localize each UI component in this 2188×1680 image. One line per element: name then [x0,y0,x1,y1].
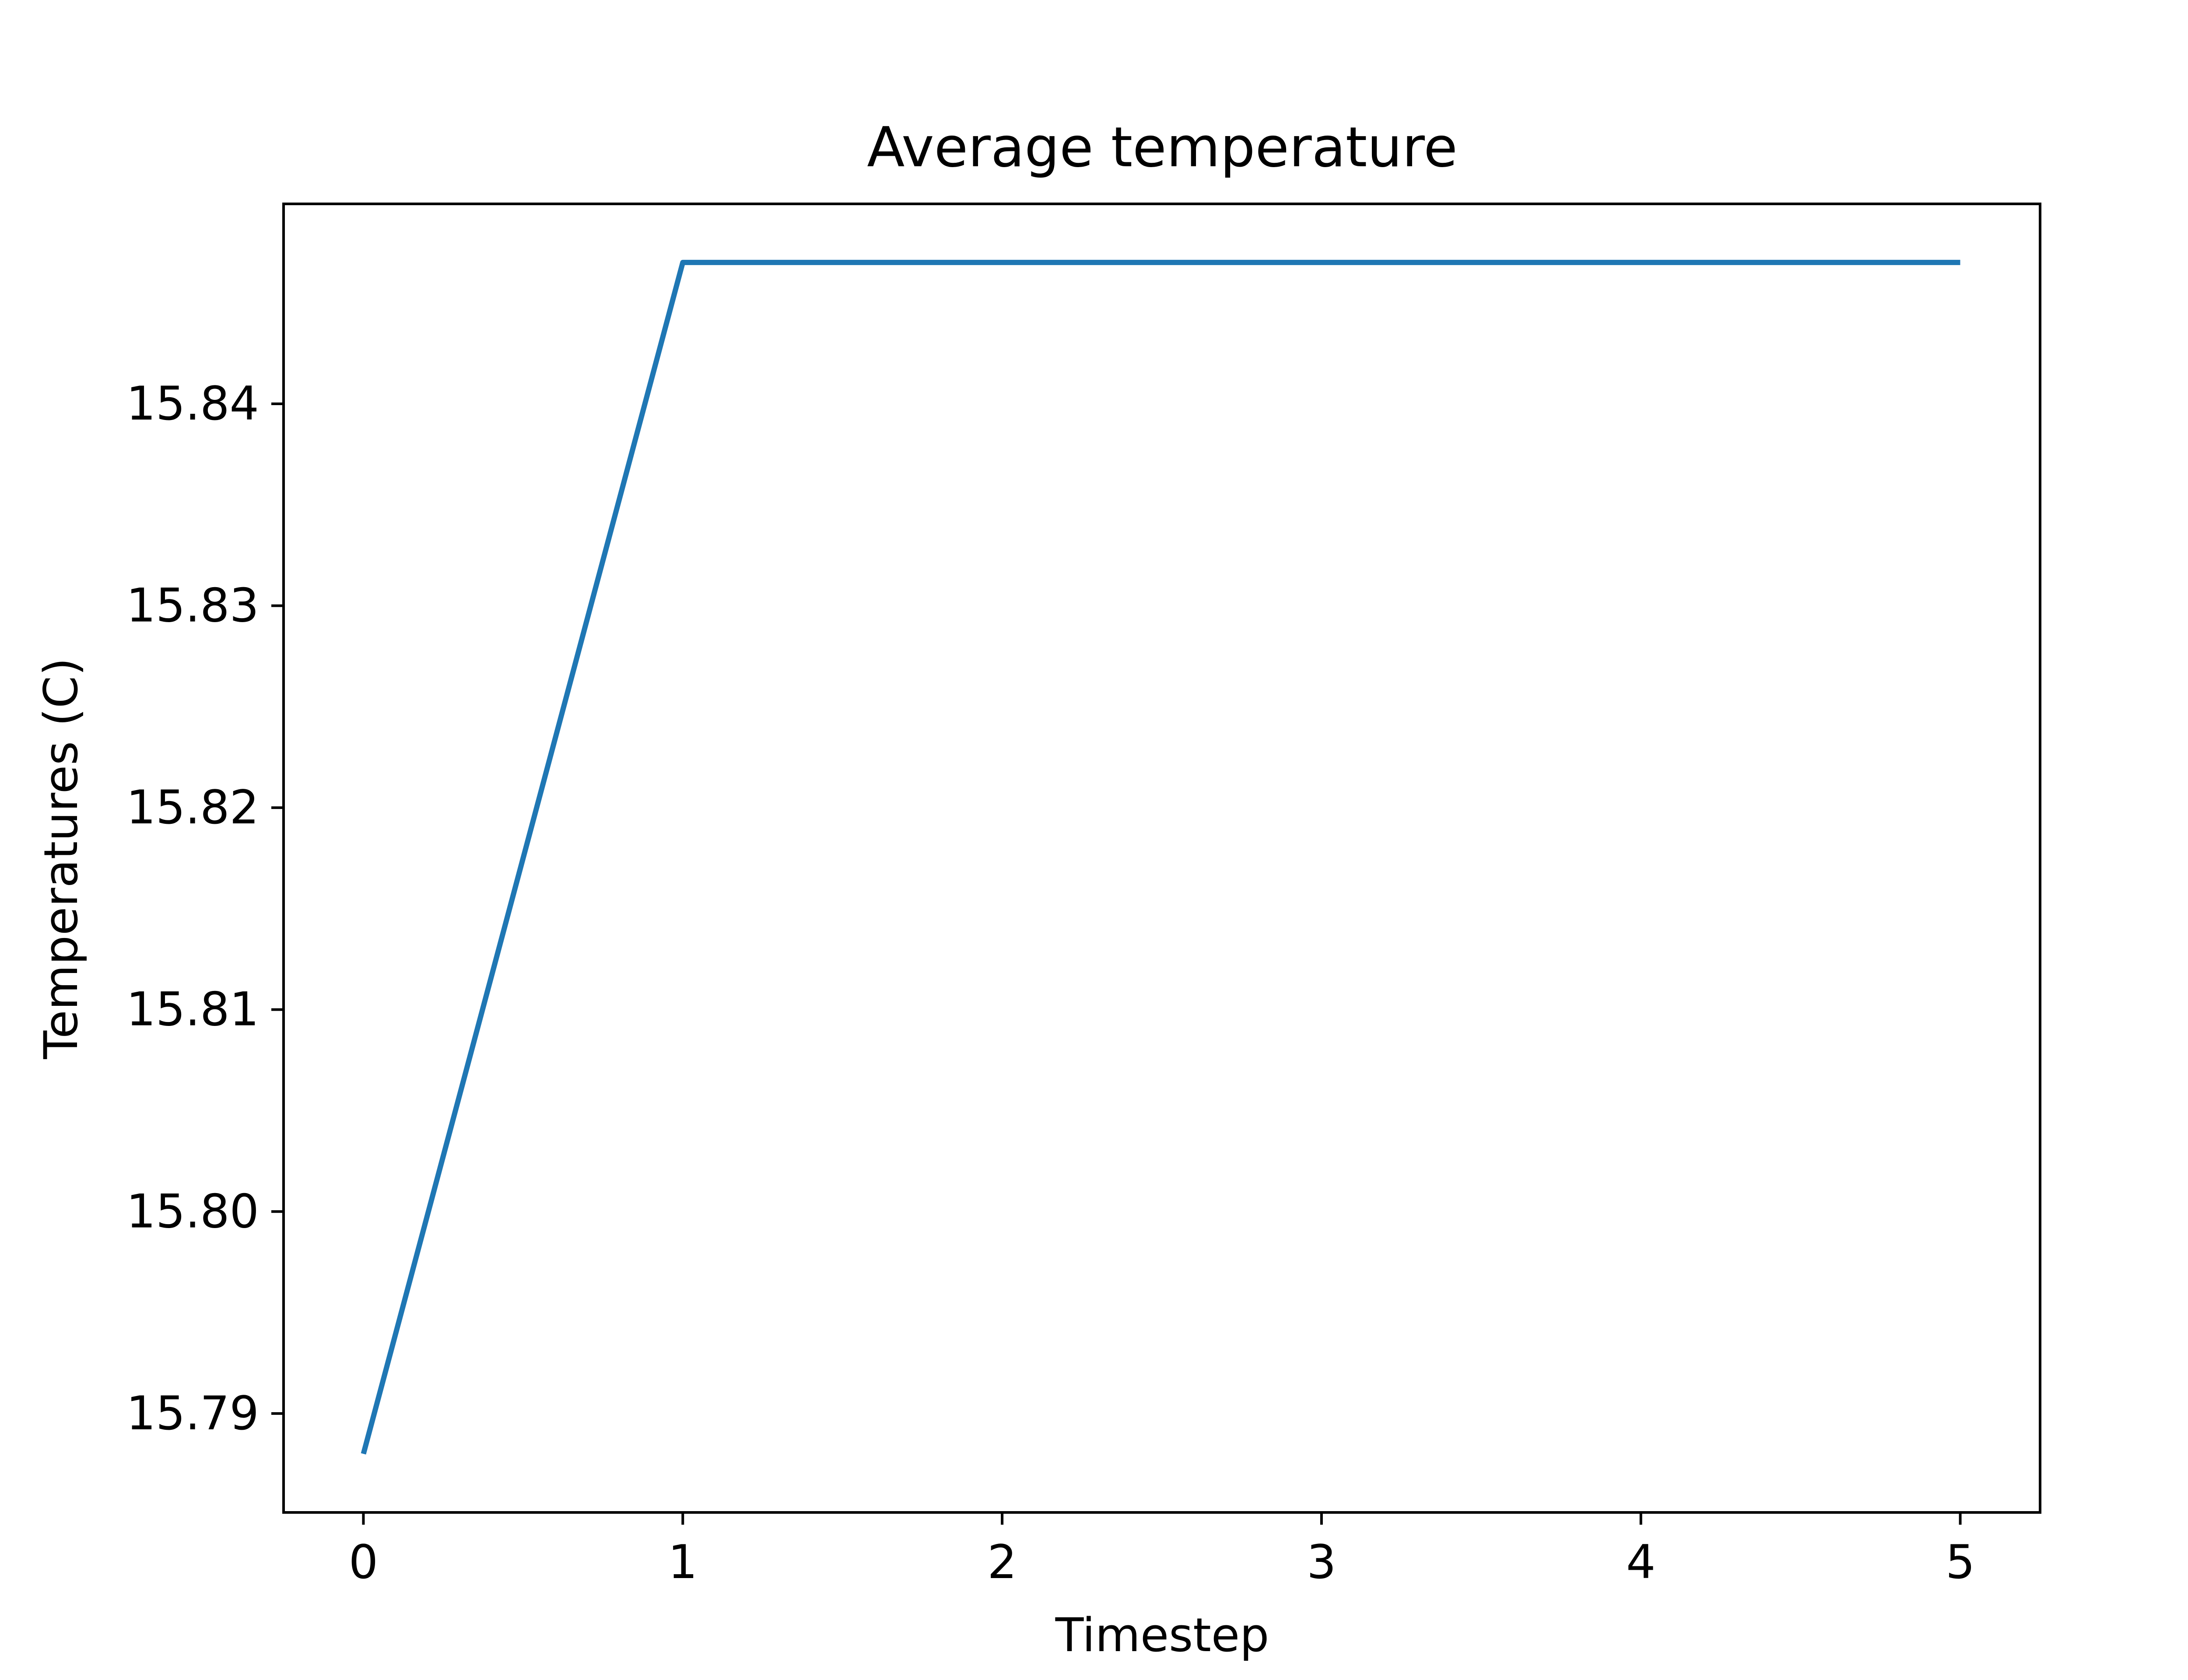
chart-title: Average temperature [867,115,1457,179]
series-line [361,259,1960,1455]
x-axis-label: Timestep [1055,1608,1269,1662]
series-group [361,259,1960,1455]
x-tick-label: 4 [1626,1535,1655,1589]
x-tick-label: 2 [987,1535,1017,1589]
plot-frame [282,203,2041,1514]
y-tick-label: 15.82 [126,780,259,834]
y-axis-ticks: 15.79 15.80 15.81 15.82 15.83 15.84 [126,377,284,1440]
x-tick-label: 0 [349,1535,378,1589]
y-tick-label: 15.83 [126,579,259,633]
x-tick-label: 5 [1946,1535,1975,1589]
y-tick-label: 15.80 [126,1184,259,1238]
x-tick-label: 1 [668,1535,698,1589]
y-tick-label: 15.79 [126,1386,259,1440]
y-tick-label: 15.84 [126,377,259,430]
x-axis-ticks: 0 1 2 3 4 5 [349,1512,1975,1589]
y-tick-label: 15.81 [126,983,259,1036]
x-tick-label: 3 [1307,1535,1336,1589]
y-axis-label: Temperatures (C) [34,658,88,1059]
